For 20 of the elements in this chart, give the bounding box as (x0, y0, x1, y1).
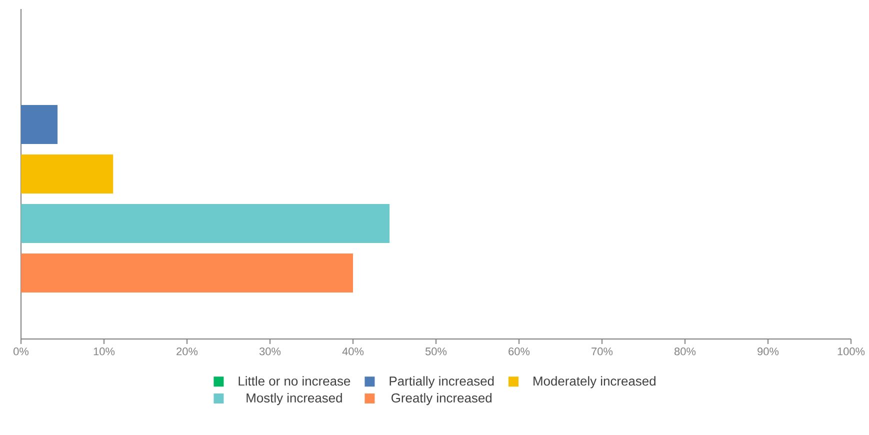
x-tick-label: 60% (508, 348, 530, 356)
legend-label: Little or no increase (238, 376, 350, 386)
bar (21, 104, 58, 144)
bar (21, 253, 354, 292)
x-tick-label: 10% (94, 348, 115, 356)
legend-label: Moderately increased (534, 376, 656, 388)
x-tick-label: 40% (342, 348, 364, 356)
x-tick-label: 100% (838, 348, 865, 356)
x-tick-label: 0% (14, 348, 29, 356)
x-tick-label: 70% (592, 348, 613, 356)
legend-label: Mostly increased (246, 393, 342, 406)
bar (21, 204, 390, 243)
x-tick-label: 30% (259, 348, 281, 356)
x-tick-label: 20% (176, 348, 198, 356)
bar (21, 154, 114, 194)
x-tick-label: 50% (425, 348, 447, 356)
x-tick-label: 90% (758, 348, 779, 356)
legend-label: Partially increased (390, 376, 494, 388)
x-tick-label: 80% (674, 348, 696, 356)
legend-label: Greatly increased (392, 393, 492, 406)
